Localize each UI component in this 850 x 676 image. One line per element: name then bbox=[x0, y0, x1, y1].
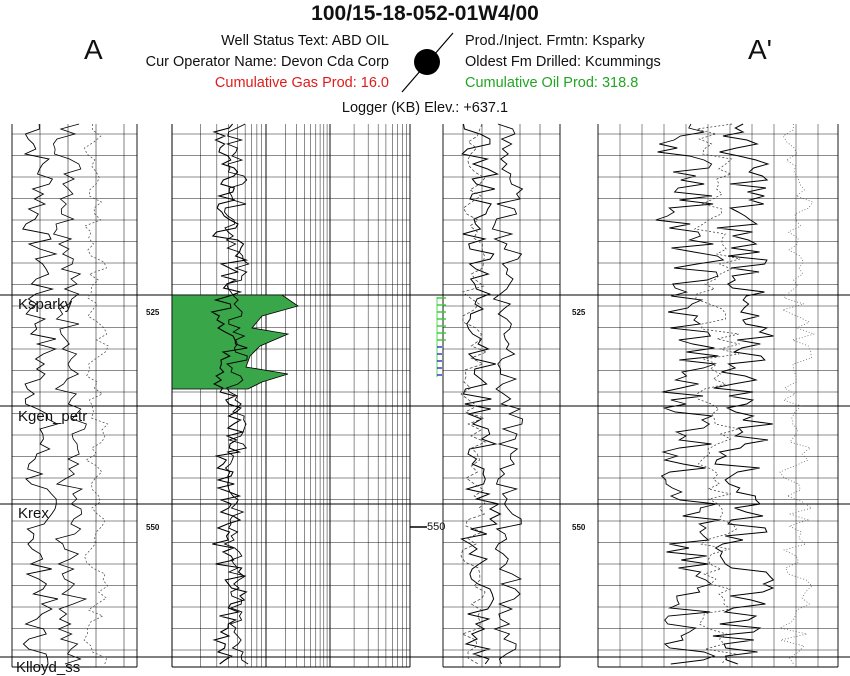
oldest-formation: Oldest Fm Drilled: Kcummings bbox=[465, 54, 661, 70]
cumulative-gas: Cumulative Gas Prod: 16.0 bbox=[214, 75, 389, 91]
operator-name: Cur Operator Name: Devon Cda Corp bbox=[145, 54, 389, 70]
depth-label: 525 bbox=[572, 308, 586, 317]
depth-label: 550 bbox=[146, 523, 160, 532]
logger-elevation: Logger (KB) Elev.: +637.1 bbox=[341, 100, 509, 116]
depth-label: 550 bbox=[572, 523, 586, 532]
depth-label: 525 bbox=[146, 308, 160, 317]
well-id-title: 100/15-18-052-01W4/00 bbox=[311, 2, 539, 25]
well-status: Well Status Text: ABD OIL bbox=[221, 33, 389, 49]
formation-top-label: Kgen_petr bbox=[18, 408, 88, 425]
depth-label: 550 bbox=[427, 521, 446, 533]
section-end-marker: A' bbox=[748, 34, 773, 65]
formation-top-label: Krex bbox=[18, 505, 49, 522]
formation-top-label: Ksparky bbox=[18, 296, 73, 313]
cumulative-oil: Cumulative Oil Prod: 318.8 bbox=[465, 75, 639, 91]
formation-top-label: Klloyd_ss bbox=[16, 659, 81, 676]
production-formation: Prod./Inject. Frmtn: Ksparky bbox=[465, 33, 645, 49]
section-start-marker: A bbox=[84, 34, 103, 65]
